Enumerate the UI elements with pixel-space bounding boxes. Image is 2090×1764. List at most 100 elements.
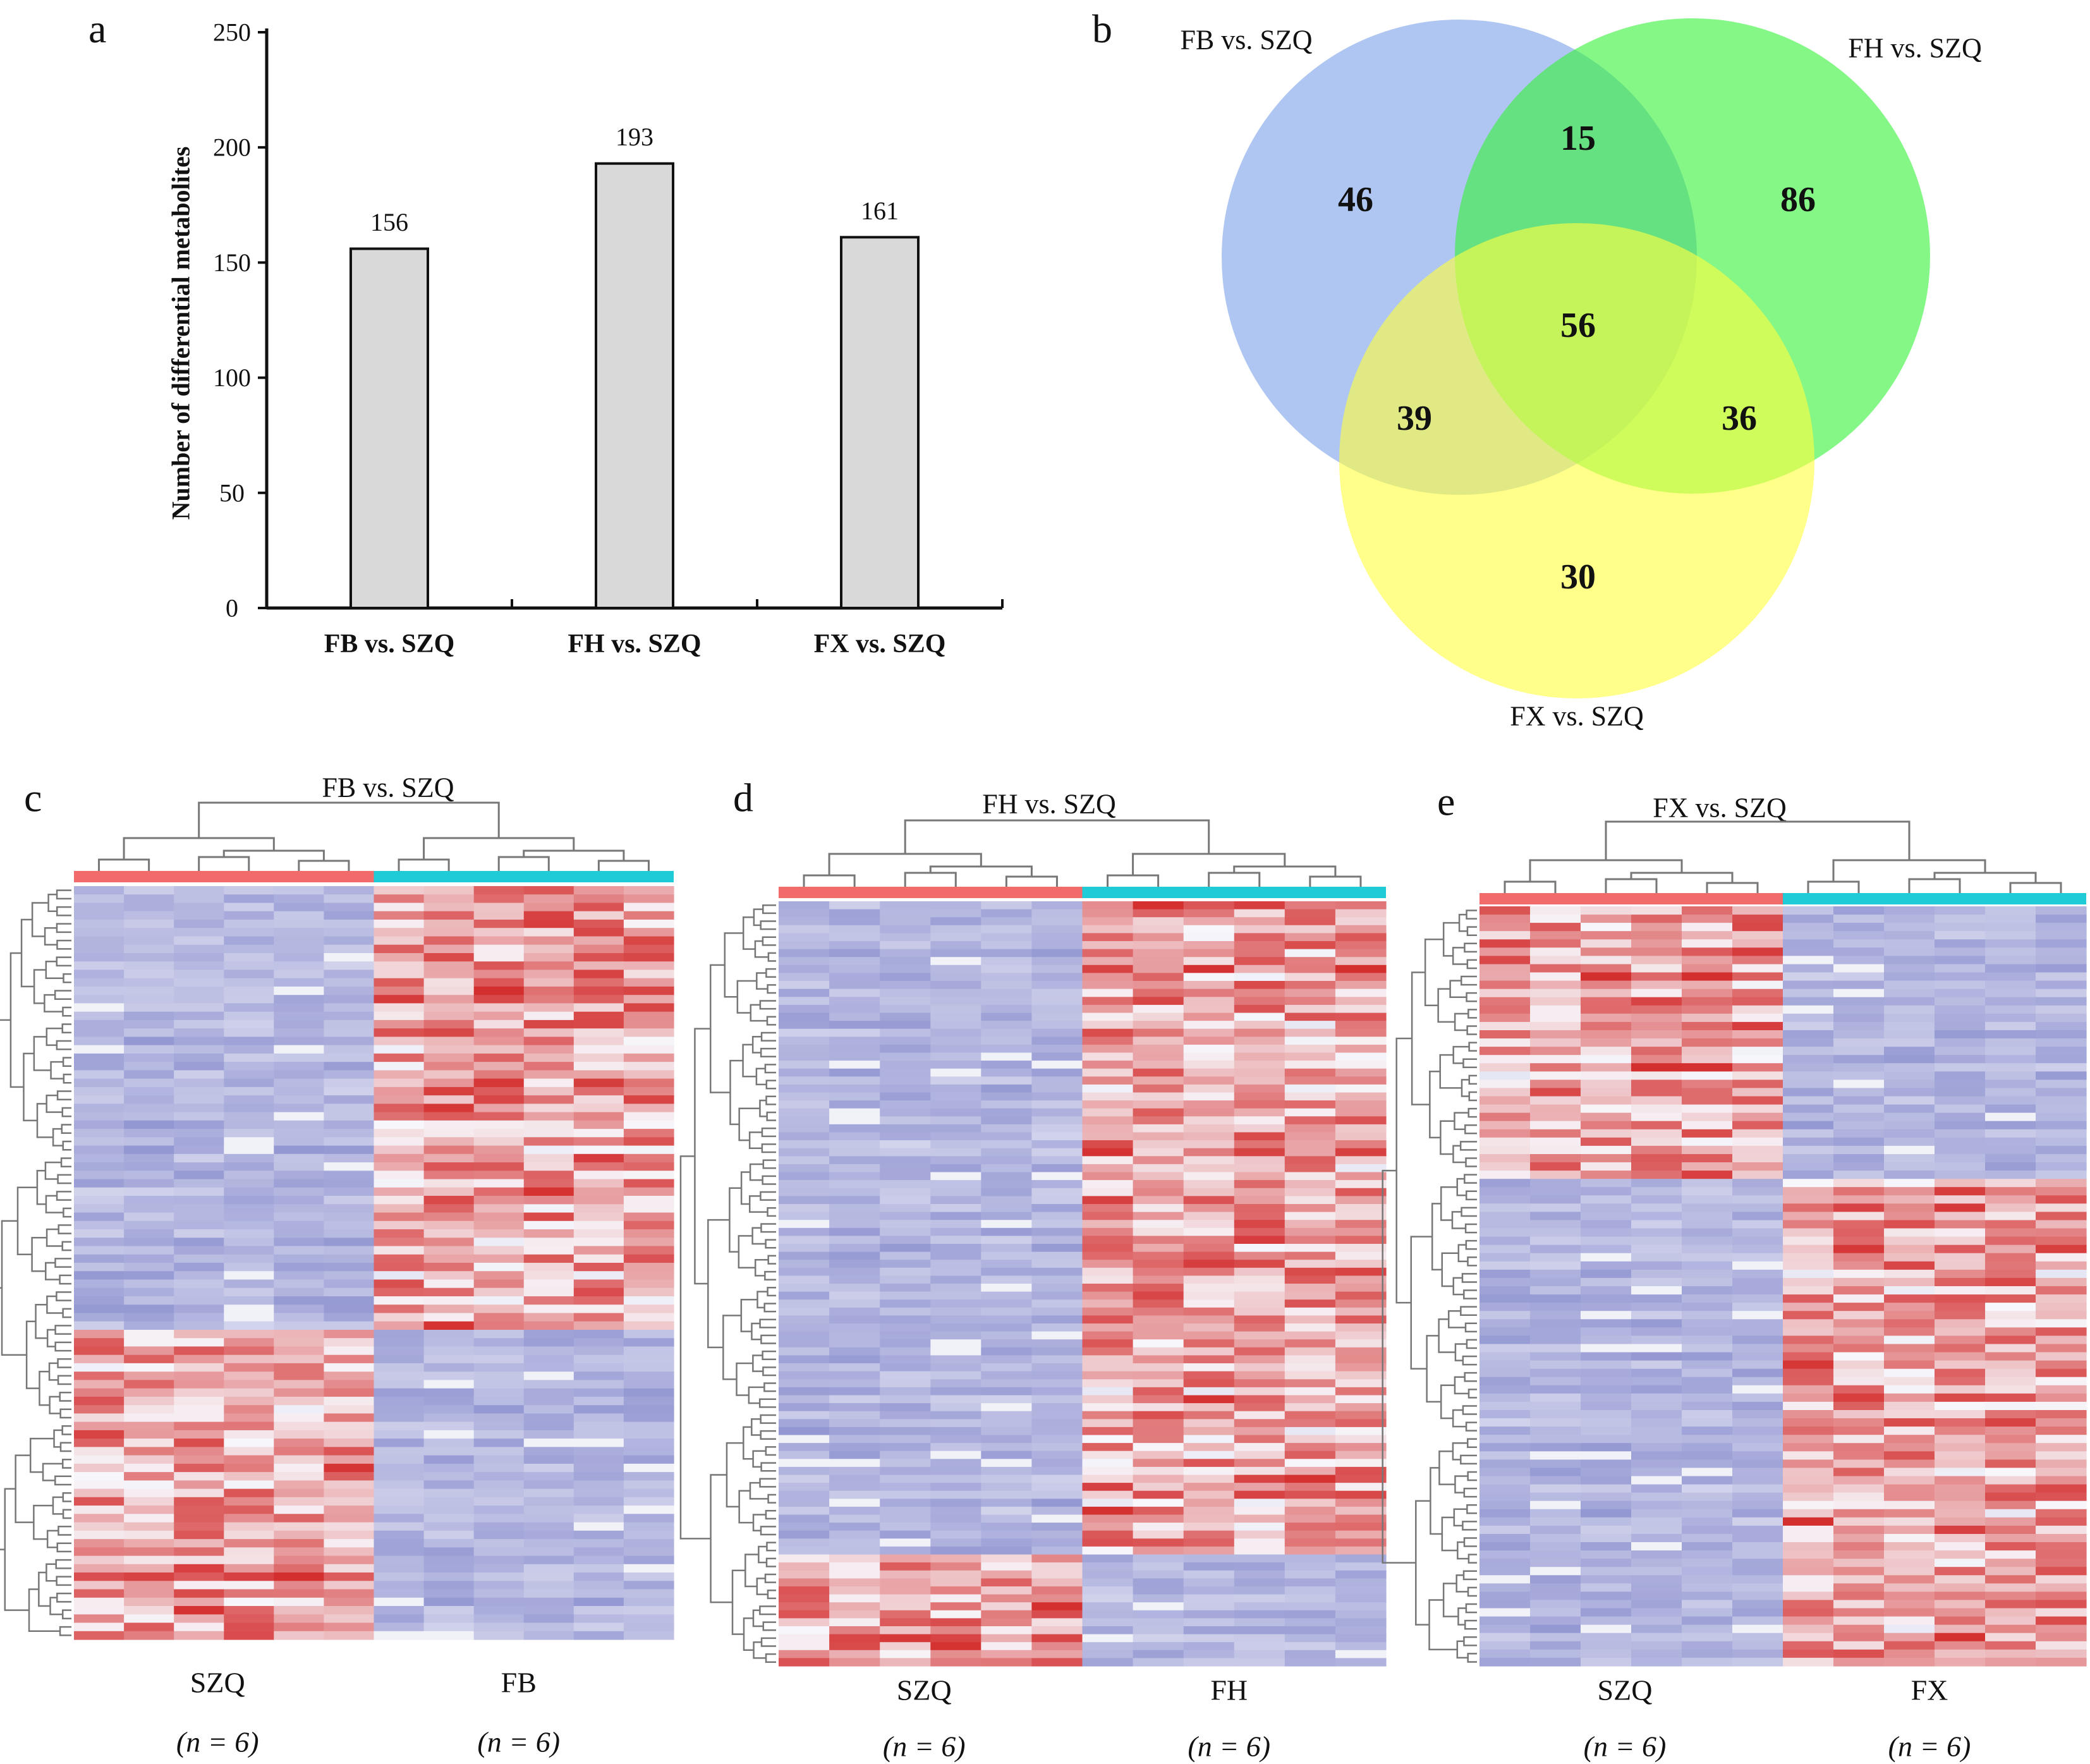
dendrogram-branch [63, 1073, 71, 1084]
heatmap-cell [880, 1188, 931, 1196]
heatmap-cell [1082, 1586, 1134, 1595]
venn-region-fh-only: 86 [1780, 180, 1816, 219]
heatmap-cell [1335, 1188, 1387, 1196]
heatmap-cell [1581, 1129, 1632, 1138]
heatmap-cell [1581, 1344, 1632, 1353]
heatmap-cell [1682, 1013, 1733, 1023]
heatmap-cell [1479, 1055, 1531, 1064]
heatmap-cell [930, 1490, 981, 1499]
heatmap-cell [274, 1229, 324, 1238]
heatmap-cell [623, 1589, 674, 1598]
heatmap-cell [1935, 1459, 1986, 1469]
heatmap-cell [1935, 1410, 1986, 1419]
heatmap-cell [224, 1045, 274, 1054]
heatmap-cell [1133, 1371, 1184, 1380]
heatmap-cell [1682, 1344, 1733, 1353]
heatmap-cell [473, 1480, 525, 1490]
dendrogram-branch [765, 968, 776, 978]
heatmap-cell [274, 1287, 324, 1297]
heatmap-cell [779, 1658, 830, 1667]
heatmap-cell [1031, 1546, 1083, 1555]
heatmap-cell [1479, 1195, 1531, 1204]
heatmap-cell [2036, 1137, 2087, 1147]
heatmap-cell [1631, 1171, 1682, 1179]
heatmap-cell [1082, 1459, 1134, 1468]
heatmap-cell [1335, 1379, 1387, 1388]
heatmap-cell [374, 1263, 425, 1272]
heatmap-cell [1284, 1523, 1336, 1531]
heatmap-cell [1783, 1385, 1834, 1394]
heatmap-cell [124, 953, 174, 962]
heatmap-cell [174, 978, 224, 987]
heatmap-cell [779, 1307, 830, 1316]
heatmap-cell [880, 1443, 931, 1452]
heatmap-cell [880, 973, 931, 982]
heatmap-cell [1833, 1352, 1885, 1361]
heatmap-cell [74, 1338, 125, 1347]
heatmap-cell [1783, 1311, 1834, 1320]
heatmap-cell [1234, 1028, 1285, 1037]
heatmap-cell [473, 1120, 525, 1129]
heatmap-cell [1335, 1387, 1387, 1396]
group-n-label: (n = 6) [176, 1726, 259, 1758]
heatmap-cell [374, 1455, 425, 1464]
heatmap-cell [981, 1116, 1032, 1125]
heatmap-cell [224, 1589, 274, 1598]
heatmap-cell [981, 1459, 1032, 1468]
heatmap-cell [981, 1634, 1032, 1643]
heatmap-cell [1783, 1509, 1834, 1518]
heatmap-cell [1335, 1323, 1387, 1332]
heatmap-cell [1082, 1164, 1134, 1173]
heatmap-cell [1631, 1633, 1682, 1642]
heatmap-cell [880, 1124, 931, 1133]
heatmap-cell [1479, 1080, 1531, 1089]
heatmap-cell [1631, 1608, 1682, 1617]
heatmap-cell [1682, 1088, 1733, 1097]
heatmap-cell [623, 1581, 674, 1590]
heatmap-cell [1581, 1426, 1632, 1435]
heatmap-cell [1031, 1076, 1083, 1085]
heatmap-cell [981, 1578, 1032, 1587]
heatmap-cell [1284, 1004, 1336, 1014]
heatmap-cell [930, 1323, 981, 1332]
heatmap-cell [573, 1555, 624, 1565]
heatmap-cell [623, 978, 674, 987]
heatmap-cell [1985, 1269, 2036, 1279]
heatmap-cell [1284, 981, 1336, 990]
dendrogram-branch [1440, 1186, 1457, 1221]
heatmap-cell [324, 986, 375, 995]
heatmap-cell [324, 886, 375, 895]
heatmap-cell [779, 1602, 830, 1611]
heatmap-cell [1783, 915, 1834, 923]
heatmap-cell [1884, 1344, 1935, 1353]
heatmap-cell [1335, 997, 1387, 1006]
heatmap-cell [1985, 1228, 2036, 1238]
heatmap-cell [1183, 1284, 1235, 1293]
heatmap-cell [1985, 1500, 2036, 1510]
heatmap-cell [374, 1330, 425, 1339]
heatmap-cell [1631, 939, 1682, 948]
heatmap-cell [274, 1363, 324, 1372]
heatmap-cell [930, 1506, 981, 1516]
heatmap-cell [1935, 947, 1986, 956]
heatmap-cell [1234, 909, 1285, 918]
heatmap-cell [174, 1137, 224, 1147]
heatmap-cell [1335, 1610, 1387, 1619]
heatmap-cell [1631, 1005, 1682, 1014]
heatmap-cell [1581, 923, 1632, 932]
heatmap-title: FH vs. SZQ [982, 789, 1116, 820]
heatmap-cell [1479, 1253, 1531, 1262]
heatmap-cell [1530, 964, 1581, 973]
heatmap-cell [1783, 1030, 1834, 1039]
heatmap-cell [1935, 964, 1986, 973]
heatmap-cell [1682, 1360, 1733, 1370]
heatmap-cell [174, 1480, 224, 1490]
heatmap-cell [1183, 1100, 1235, 1109]
heatmap-cell [1284, 1538, 1336, 1547]
heatmap-cell [930, 1538, 981, 1547]
heatmap-cell [1133, 1124, 1184, 1133]
heatmap-cell [981, 1021, 1032, 1030]
dendrogram-branch [62, 1509, 71, 1519]
heatmap-cell [1284, 1339, 1336, 1348]
heatmap-cell [74, 1622, 125, 1632]
